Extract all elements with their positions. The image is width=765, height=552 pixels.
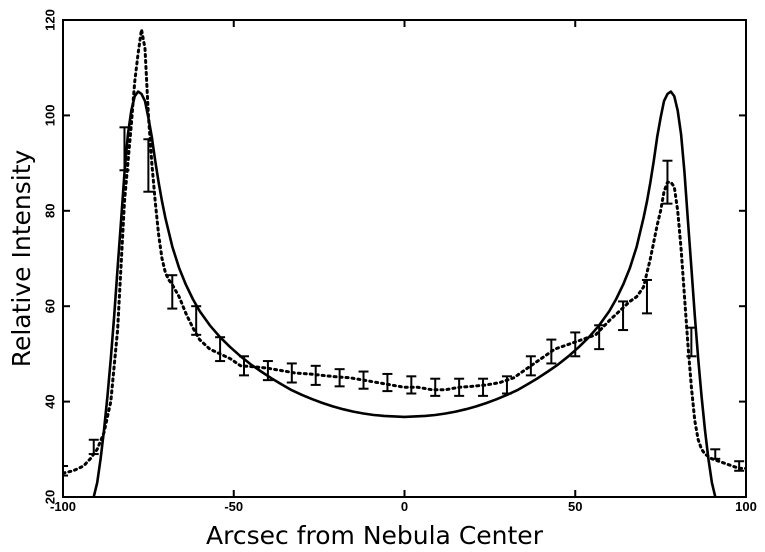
errorbar	[406, 375, 417, 395]
x-tick-label: -100	[50, 499, 76, 514]
errorbar	[191, 305, 202, 336]
errorbar	[594, 324, 605, 351]
x-tick-label: -50	[224, 499, 243, 514]
errorbar	[686, 326, 697, 358]
dotted-series-line	[63, 28, 746, 475]
errorbar	[63, 464, 68, 477]
y-axis-title: Relative Intensity	[7, 150, 36, 368]
y-tick-label: 60	[42, 299, 57, 313]
x-tick-label: 100	[735, 499, 757, 514]
errorbar-series	[63, 126, 745, 477]
y-tick-label: 80	[42, 204, 57, 218]
plot-frame	[62, 19, 747, 498]
y-tick-label: 100	[42, 105, 57, 127]
errorbar	[334, 368, 345, 388]
errorbar	[734, 460, 745, 472]
errorbar	[570, 331, 581, 358]
errorbar	[641, 278, 652, 315]
solid-series-line	[92, 90, 717, 497]
errorbar	[358, 370, 369, 390]
errorbar	[710, 448, 721, 460]
x-tick-label: 50	[568, 499, 582, 514]
errorbar	[286, 362, 297, 384]
errorbar	[546, 338, 557, 365]
ticks-layer: -100 -50 0 50 100 20 40 60 80 100 120	[42, 9, 756, 514]
x-tick-label: 0	[401, 499, 408, 514]
errorbar	[454, 377, 465, 397]
y-tick-label: 120	[42, 9, 57, 31]
errorbar	[618, 300, 629, 332]
errorbar	[88, 438, 99, 456]
errorbar	[478, 377, 489, 397]
series-layer	[63, 28, 746, 497]
errorbar	[238, 355, 249, 377]
errorbar	[382, 372, 393, 393]
errorbar	[310, 364, 321, 386]
errorbar	[262, 360, 273, 382]
y-tick-label: 20	[42, 490, 57, 504]
errorbar	[119, 126, 130, 172]
plot-area	[62, 19, 747, 498]
errorbar	[525, 355, 536, 377]
errorbar	[501, 375, 512, 395]
errorbar	[215, 336, 226, 363]
errorbar	[167, 274, 178, 310]
x-axis-title: Arcsec from Nebula Center	[206, 521, 544, 550]
errorbar	[143, 138, 154, 193]
y-tick-label: 40	[42, 394, 57, 408]
errorbar	[430, 377, 441, 397]
errorbar	[662, 159, 673, 205]
